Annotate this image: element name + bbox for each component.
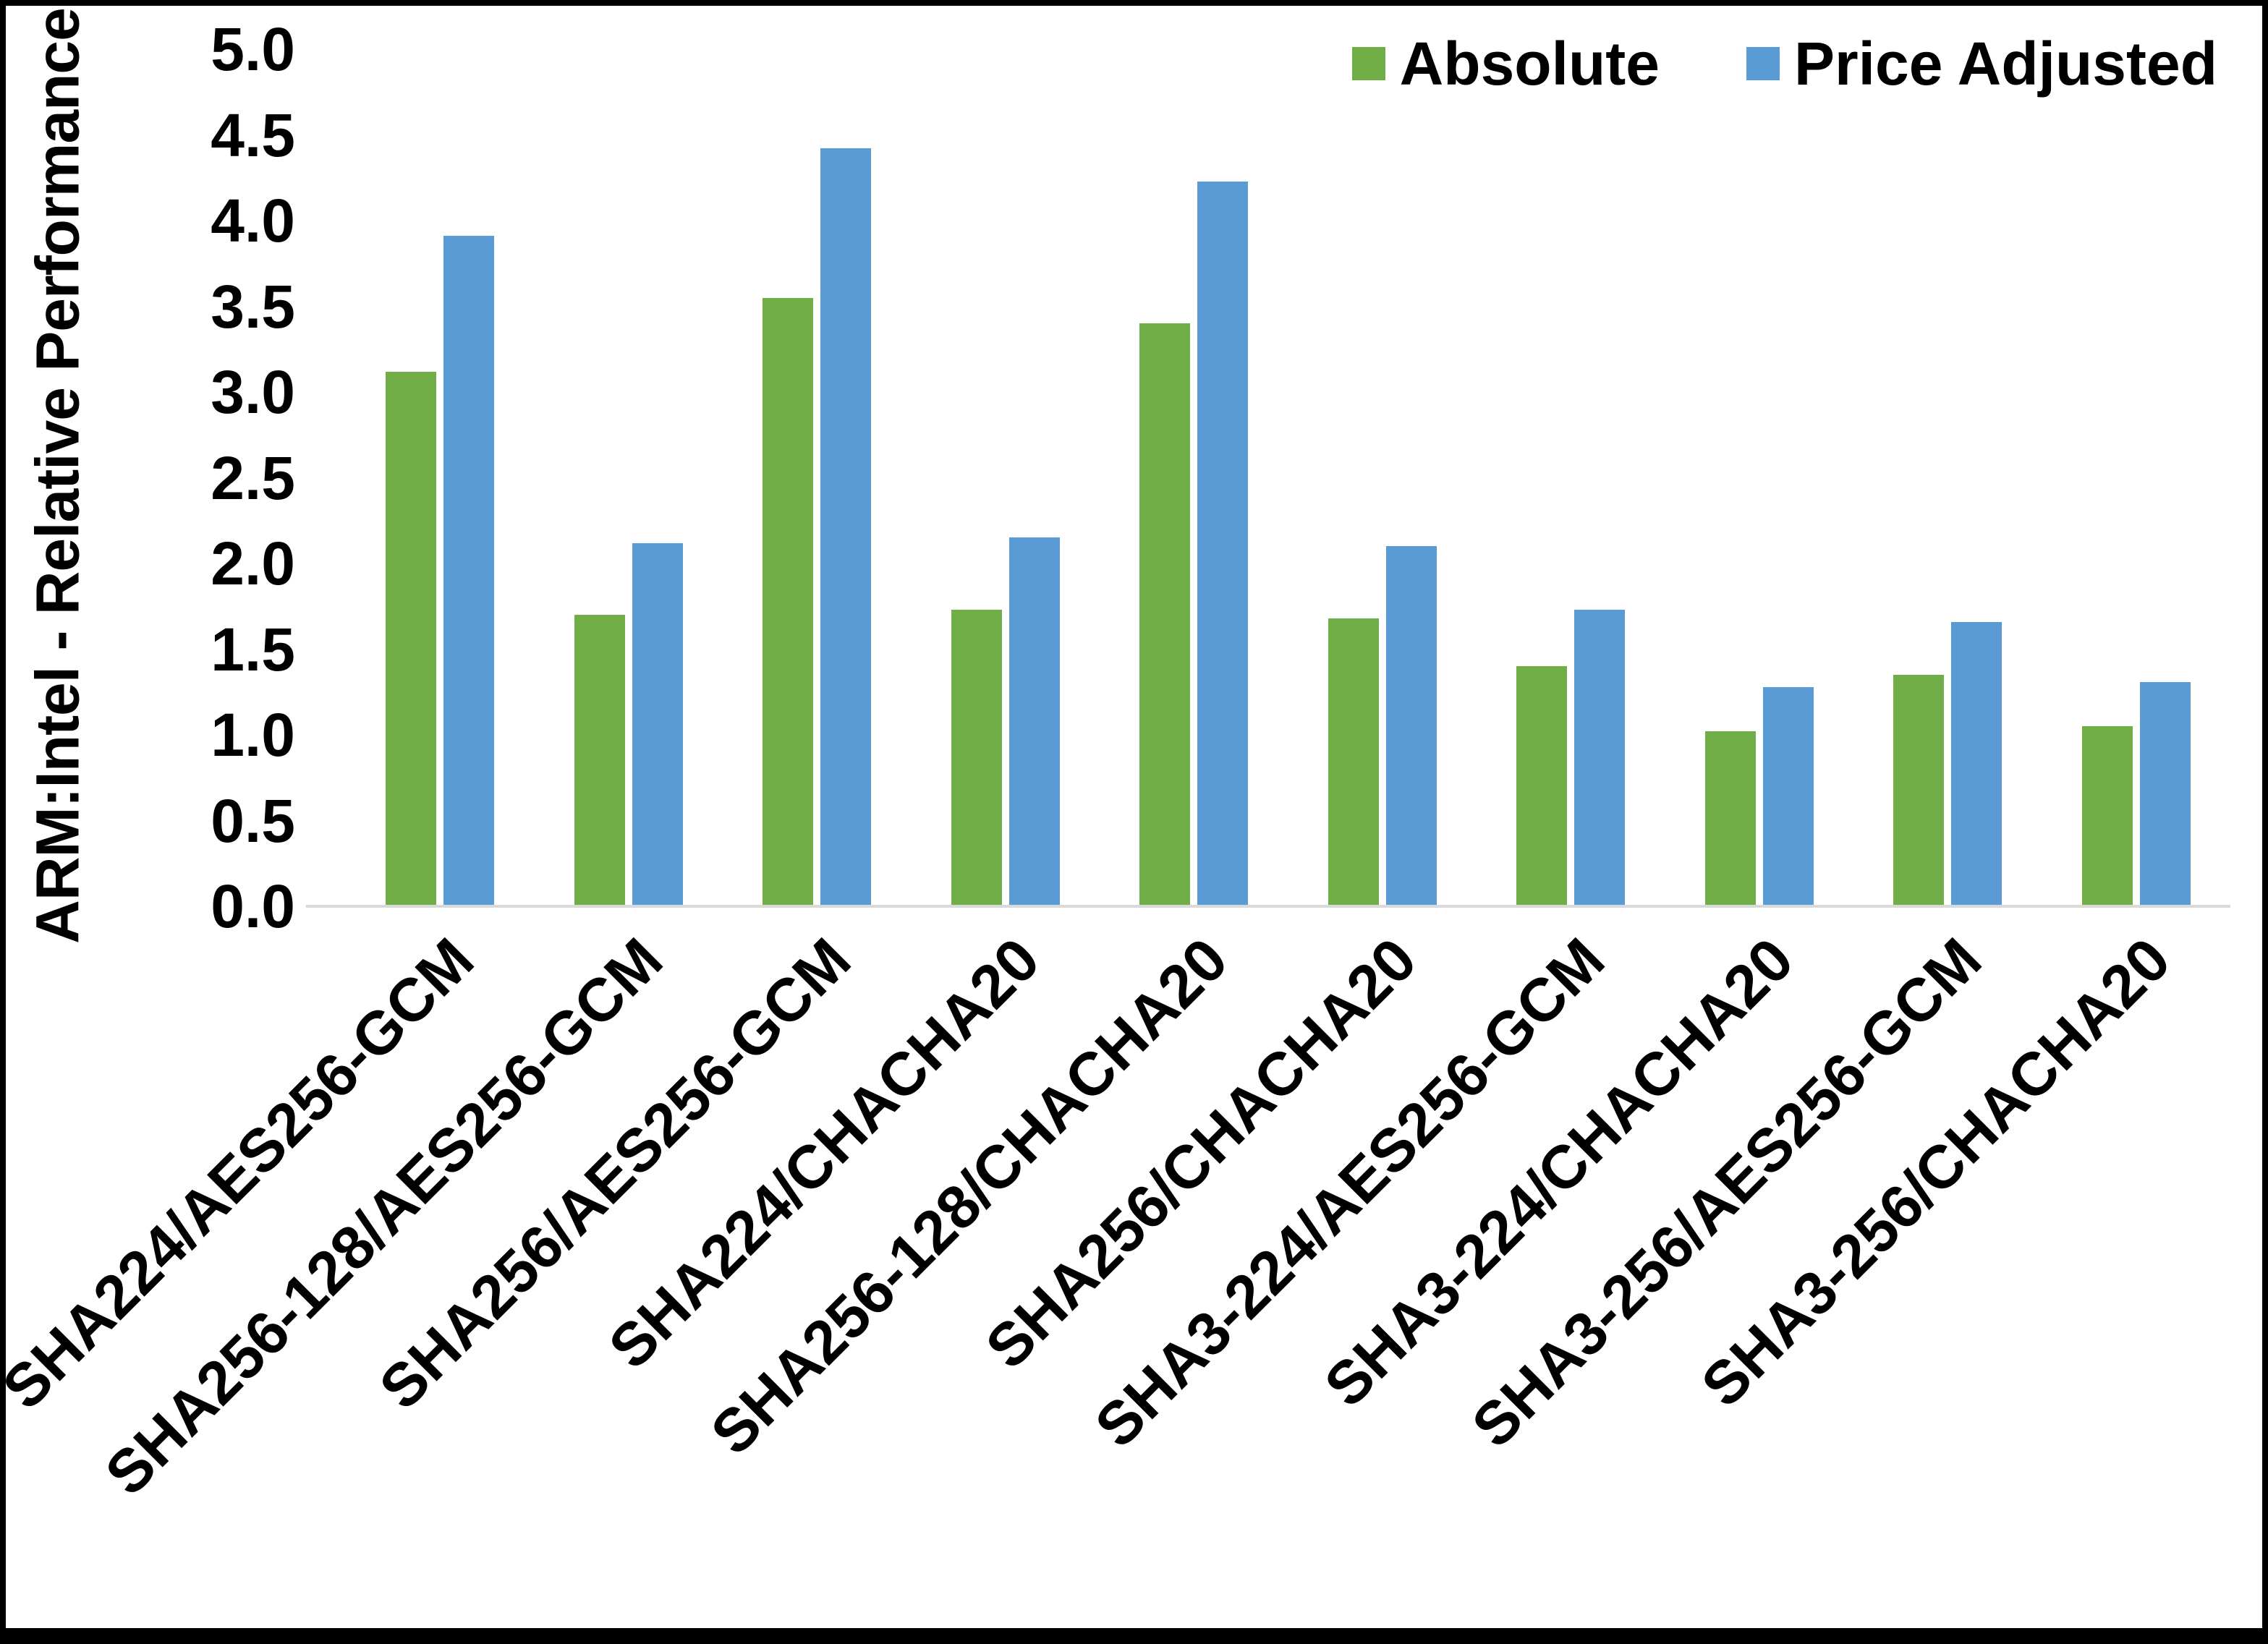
bar-absolute [951, 610, 1002, 906]
bar-group [1100, 49, 1288, 906]
bar-absolute [1704, 731, 1756, 906]
bar-group [1288, 49, 1477, 906]
y-tick-label: 2.5 [211, 443, 295, 512]
y-tick-label: 2.0 [211, 529, 295, 597]
bar-absolute [1139, 323, 1191, 906]
legend: Absolute Price Adjusted [1351, 30, 2217, 98]
y-tick-label: 0.0 [211, 872, 295, 940]
y-tick-label: 4.0 [211, 187, 295, 255]
bar-price-adjusted [1385, 546, 1437, 906]
legend-item-absolute: Absolute [1351, 30, 1660, 98]
bar-price-adjusted [1574, 610, 1626, 906]
x-axis-baseline [306, 905, 2230, 908]
bar-group [723, 49, 912, 906]
bar-group [1665, 49, 1854, 906]
y-tick-label: 0.5 [211, 786, 295, 855]
bar-price-adjusted [1951, 621, 2002, 906]
y-axis-tick-labels: 5.0 4.5 4.0 3.5 3.0 2.5 2.0 1.5 1.0 0.5 0.0 [6, 19, 310, 937]
plot-area: Absolute Price Adjusted [306, 33, 2230, 908]
bar-absolute [2081, 726, 2133, 906]
x-axis-labels: SHA224/AES256-GCM SHA256-128/AES256-GCM SH… [6, 906, 2230, 1628]
plot-groups [346, 49, 2230, 906]
bar-price-adjusted [820, 148, 872, 906]
bar-price-adjusted [2139, 681, 2191, 906]
bar-group [2042, 49, 2231, 906]
bar-absolute [1328, 618, 1379, 906]
legend-label-absolute: Absolute [1399, 30, 1660, 98]
y-tick-label: 5.0 [211, 15, 295, 83]
y-tick-label: 1.5 [211, 615, 295, 683]
bar-price-adjusted [1008, 537, 1060, 906]
bar-absolute [763, 297, 814, 906]
legend-item-price-adjusted: Price Adjusted [1746, 33, 2217, 94]
y-tick-label: 4.5 [211, 101, 295, 169]
bar-price-adjusted [632, 542, 683, 906]
bar-group [346, 49, 535, 906]
bar-group [535, 49, 723, 906]
bar-price-adjusted [443, 236, 495, 906]
bar-price-adjusted [1762, 686, 1814, 906]
bar-absolute [1516, 666, 1568, 906]
bar-absolute [574, 615, 625, 906]
legend-swatch-price-adjusted [1746, 47, 1780, 80]
y-tick-label: 3.0 [211, 358, 295, 426]
y-tick-label: 3.5 [211, 272, 295, 341]
bar-group [912, 49, 1100, 906]
bar-absolute [1893, 675, 1945, 906]
y-tick-label: 1.0 [211, 701, 295, 769]
bar-price-adjusted [1197, 181, 1249, 906]
bar-absolute [386, 371, 437, 906]
bar-group [1853, 49, 2042, 906]
legend-label-price-adjusted: Price Adjusted [1793, 30, 2217, 98]
bar-group [1477, 49, 1665, 906]
legend-swatch-absolute [1351, 47, 1385, 80]
